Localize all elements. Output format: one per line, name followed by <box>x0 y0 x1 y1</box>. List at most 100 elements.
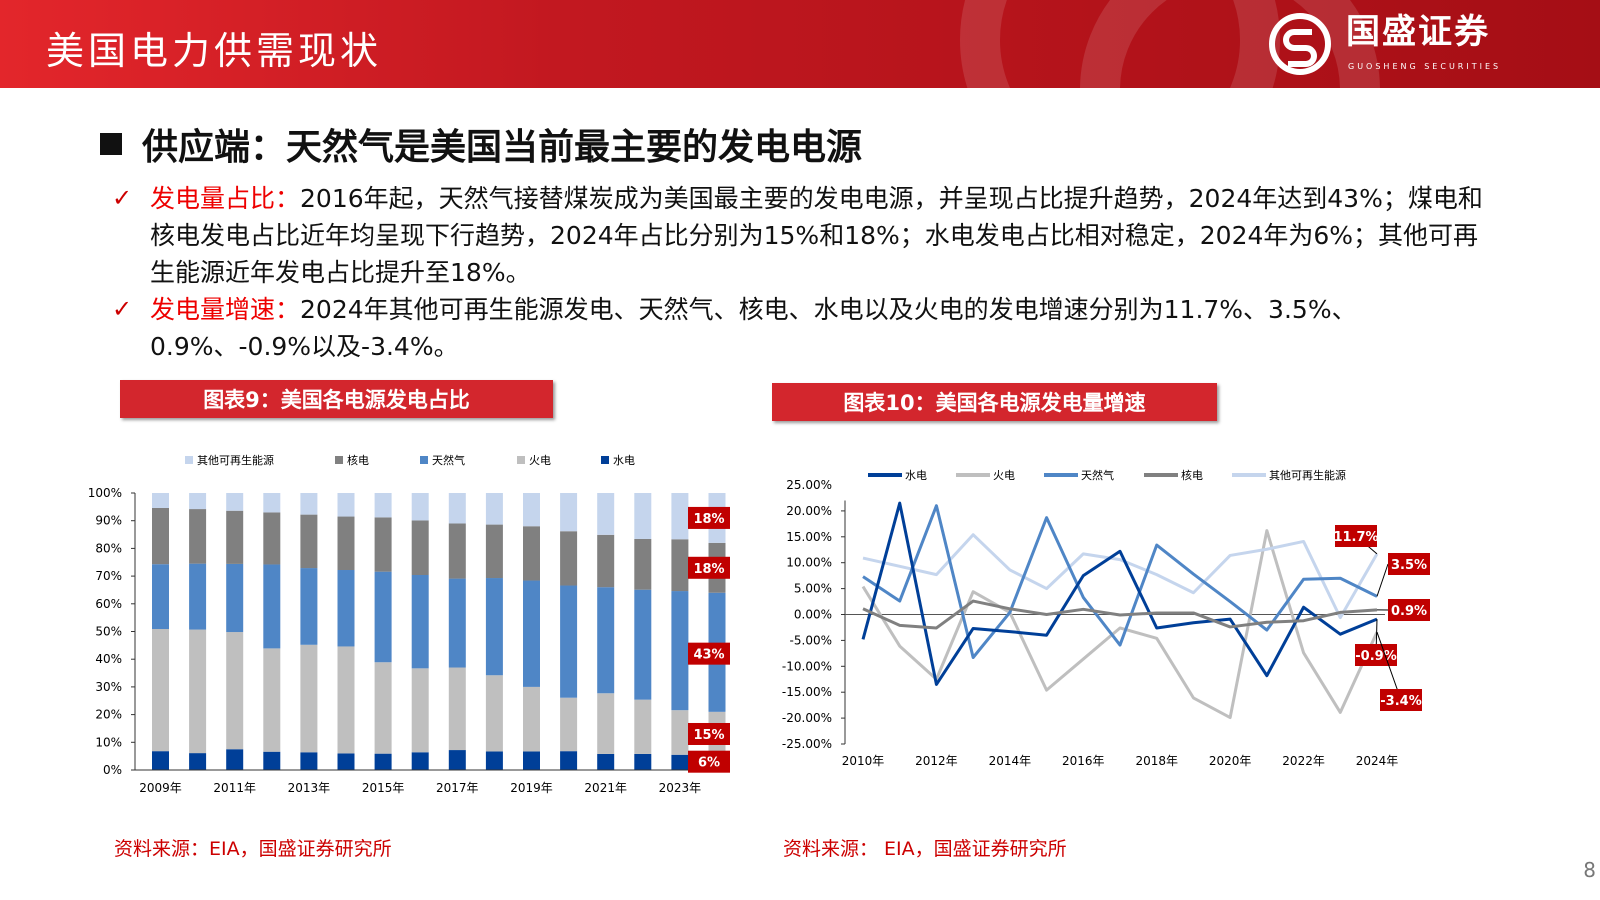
label-leader <box>1376 563 1389 597</box>
y-tick-label: -15.00% <box>782 685 832 699</box>
legend-label: 天然气 <box>1081 468 1114 482</box>
bar-segment-nuclear <box>226 510 244 564</box>
bullet-label: 发电量增速： <box>150 295 301 324</box>
bar-segment-gas <box>374 571 392 663</box>
y-tick-label: 0.00% <box>794 608 832 622</box>
chart9-title: 图表9：美国各电源发电占比 <box>120 380 553 418</box>
line-other <box>862 533 1379 620</box>
bar-segment-gas <box>152 564 169 630</box>
data-label: -3.4% <box>1380 694 1421 709</box>
bar-segment-hydro <box>300 752 318 770</box>
chart10-source: 资料来源： EIA，国盛证券研究所 <box>783 838 1067 860</box>
header-bar: 美国电力供需现状 国盛证券 GUOSHENG SECURITIES <box>0 0 1600 88</box>
data-label: 11.7% <box>1333 530 1378 545</box>
bar-segment-coal <box>671 710 689 755</box>
bar-segment-nuclear <box>597 534 615 588</box>
bar-segment-gas <box>263 564 281 649</box>
bar-segment-gas <box>226 563 244 633</box>
logo-icon <box>1269 13 1331 75</box>
bar-segment-coal <box>411 668 429 753</box>
bar-segment-nuclear <box>374 517 392 572</box>
y-tick-label: 70% <box>95 569 122 583</box>
x-tick-label: 2024年 <box>1356 754 1399 768</box>
slide-heading: 供应端：天然气是美国当前最主要的发电电源 <box>100 118 862 170</box>
bar-segment-hydro <box>374 753 392 770</box>
bar-segment-other <box>226 493 244 511</box>
bar-segment-coal <box>485 675 503 752</box>
bar-segment-hydro <box>411 752 429 770</box>
bar-segment-gas <box>189 563 207 630</box>
line-hydro <box>861 501 1378 686</box>
share-stacked-bar-chart: 0% 10% 20% 30% 40% 50% 60% 70% 80% 90% 100% 2009年 20… <box>88 453 730 795</box>
bar-segment-gas <box>411 574 429 669</box>
bar-segment-nuclear <box>671 539 689 592</box>
data-label: 18% <box>693 512 724 527</box>
y-tick-label: 10.00% <box>786 556 832 570</box>
bar-segment-gas <box>300 568 318 645</box>
bar-segment-coal <box>523 686 540 752</box>
legend-swatch-nuclear <box>335 456 343 464</box>
x-tick-label: 2017年 <box>436 781 479 795</box>
bar-segment-gas <box>634 589 652 700</box>
data-label-bg <box>688 642 730 665</box>
chart9-source: 资料来源：EIA，国盛证券研究所 <box>114 838 392 860</box>
bar-segment-hydro <box>634 753 652 770</box>
bullet-label: 发电量占比： <box>150 184 301 213</box>
data-label: -0.9% <box>1355 649 1396 664</box>
data-label: 43% <box>693 648 724 663</box>
check-icon: ✓ <box>112 184 133 212</box>
y-tick-label: 50% <box>95 625 122 639</box>
square-bullet-icon <box>100 133 122 155</box>
data-label: 18% <box>693 562 724 577</box>
growth-line-chart: 25.00% 20.00% 15.00% 10.00% 5.00% 0.00% -5.00%… <box>782 468 1430 768</box>
line-nuclear <box>862 599 1378 630</box>
bar-segment-nuclear <box>152 507 169 565</box>
bar-segment-other <box>411 493 429 521</box>
legend-label: 核电 <box>1181 468 1203 482</box>
bar-segment-other <box>485 493 503 525</box>
bar-segment-hydro <box>597 753 615 770</box>
logo-subtitle: GUOSHENG SECURITIES <box>1348 62 1502 71</box>
y-tick-label: -10.00% <box>782 659 832 673</box>
bar-segment-hydro <box>189 753 207 770</box>
heading-text: 供应端：天然气是美国当前最主要的发电电源 <box>142 127 863 168</box>
legend-swatch-hydro <box>601 456 609 464</box>
legend-label: 水电 <box>905 469 927 482</box>
y-tick-label: 40% <box>95 652 122 666</box>
bullet-growth: ✓ 发电量增速：2024年其他可再生能源发电、天然气、核电、水电以及火电的发电增… <box>112 291 1502 365</box>
bar-segment-gas <box>448 578 466 668</box>
y-tick-label: -20.00% <box>782 711 832 725</box>
bar-segment-nuclear <box>634 538 652 590</box>
x-tick-label: 2015年 <box>362 781 405 795</box>
data-label-bg <box>1355 644 1397 666</box>
x-tick-label: 2013年 <box>288 781 331 795</box>
bar-segment-other <box>597 493 615 535</box>
bar-segment-nuclear <box>189 509 207 564</box>
y-tick-label: 100% <box>88 486 122 500</box>
y-tick-label: 10% <box>95 735 122 749</box>
bar-segment-nuclear <box>300 514 318 569</box>
legend-label: 火电 <box>993 469 1015 482</box>
bar-segment-hydro <box>263 751 281 770</box>
bullet-text: 2024年其他可再生能源发电、天然气、核电、水电以及火电的发电增速分别为11.7… <box>150 295 1357 361</box>
x-tick-label: 2010年 <box>842 754 885 768</box>
bar-segment-hydro <box>485 751 503 770</box>
y-tick-label: 60% <box>95 597 122 611</box>
y-tick-label: -25.00% <box>782 737 832 751</box>
x-tick-label: 2020年 <box>1209 754 1252 768</box>
bar-segment-gas <box>560 585 578 698</box>
logo-name: 国盛证券 <box>1346 12 1490 52</box>
bullet-list: ✓ 发电量占比：2016年起，天然气接替煤炭成为美国最主要的发电电源，并呈现占比… <box>112 180 1502 365</box>
y-tick-label: 30% <box>95 680 122 694</box>
bar-segment-nuclear <box>448 523 466 579</box>
y-tick-label: 15.00% <box>786 530 832 544</box>
data-label-bg <box>688 750 730 773</box>
legend-swatch-other <box>185 456 193 464</box>
y-tick-label: 0% <box>103 763 122 777</box>
legend-swatch-gas <box>420 456 428 464</box>
data-label: 3.5% <box>1391 558 1427 573</box>
chart10-title: 图表10：美国各电源发电量增速 <box>772 383 1217 421</box>
y-tick-label: 90% <box>95 514 122 528</box>
bar-segment-hydro <box>152 751 169 770</box>
page-number: 8 <box>1583 858 1596 882</box>
